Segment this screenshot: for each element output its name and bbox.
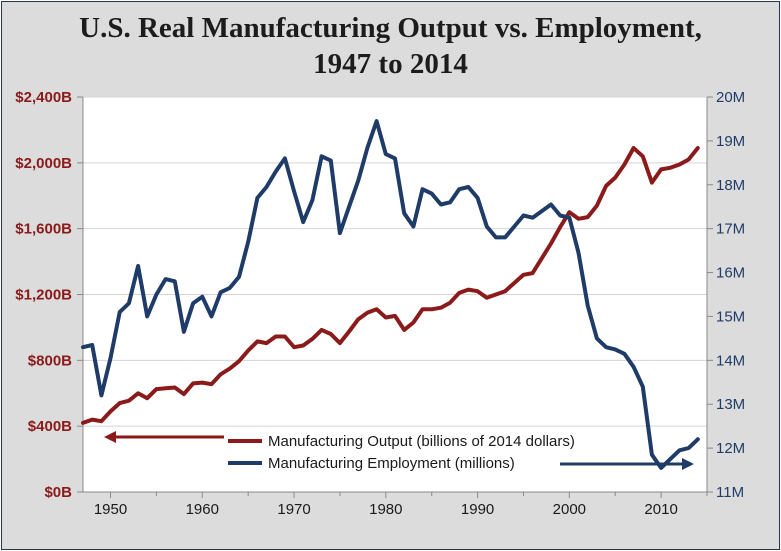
right-tick-label: 18M [716,177,745,194]
left-tick-label: $0B [44,484,72,501]
legend-employment-arrowhead [682,458,694,470]
x-axis-ticks: 1950 1960 1970 1980 1990 2000 2010 [94,492,708,518]
chart-title-line1: U.S. Real Manufacturing Output vs. Emplo… [79,12,702,44]
x-tick-label: 2000 [553,501,586,518]
right-tick-label: 14M [716,352,745,369]
employment-series-line [81,119,700,470]
left-tick-label: $400B [28,418,72,435]
x-tick-label: 1950 [94,501,127,518]
left-axis-ticks: $0B $400B $800B $1,200B $1,600B $2,000B $2,400… [15,89,83,501]
left-tick-label: $800B [28,352,72,369]
series-lines [81,119,700,470]
right-tick-label: 17M [716,221,745,238]
left-tick-label: $2,400B [15,89,72,106]
right-tick-label: 13M [716,396,745,413]
x-tick-label: 1990 [461,501,494,518]
grid-lines [83,96,707,427]
right-tick-label: 15M [716,308,745,325]
x-tick-label: 1980 [369,501,402,518]
legend-output-label: Manufacturing Output (billions of 2014 d… [268,433,575,450]
right-axis-ticks: 11M 12M 13M 14M 15M 16M 17M 18M 19M 20M [707,89,745,501]
right-tick-label: 11M [716,484,744,501]
x-tick-label: 1970 [277,501,310,518]
left-tick-label: $2,000B [15,155,72,172]
x-tick-label: 2010 [644,501,677,518]
x-tick-label: 1960 [186,501,219,518]
right-tick-label: 16M [716,265,745,282]
legend-employment-label: Manufacturing Employment (millions) [268,455,515,472]
legend: Manufacturing Output (billions of 2014 d… [104,431,694,472]
output-series-line [81,146,700,425]
right-tick-label: 20M [716,89,745,106]
chart-title-line2: 1947 to 2014 [313,48,468,80]
left-tick-label: $1,200B [15,287,72,304]
right-tick-label: 12M [716,440,745,457]
left-tick-label: $1,600B [15,221,72,238]
right-tick-label: 19M [716,133,745,150]
chart-title: U.S. Real Manufacturing Output vs. Emplo… [0,10,781,82]
legend-output-arrowhead [104,431,116,443]
